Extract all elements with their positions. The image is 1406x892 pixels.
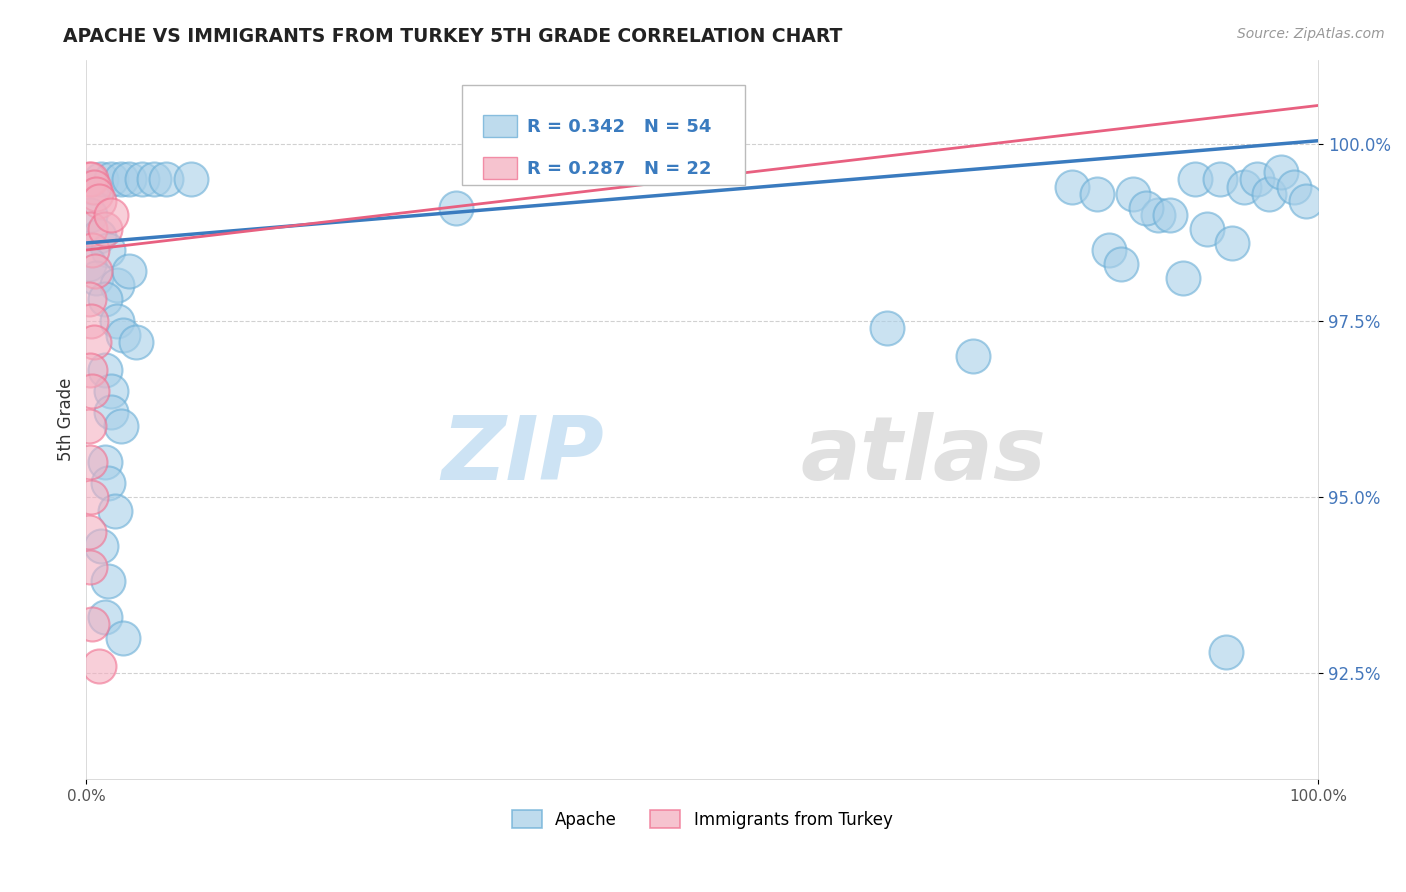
Point bbox=[112, 327, 135, 342]
Point bbox=[1085, 186, 1108, 201]
Point bbox=[143, 172, 166, 186]
Point bbox=[84, 186, 107, 201]
Point bbox=[79, 363, 101, 377]
Text: atlas: atlas bbox=[801, 412, 1046, 499]
Point bbox=[84, 264, 107, 278]
Text: APACHE VS IMMIGRANTS FROM TURKEY 5TH GRADE CORRELATION CHART: APACHE VS IMMIGRANTS FROM TURKEY 5TH GRA… bbox=[63, 27, 842, 45]
Point bbox=[87, 228, 110, 243]
Point bbox=[100, 405, 122, 419]
Point bbox=[79, 222, 101, 236]
Legend: Apache, Immigrants from Turkey: Apache, Immigrants from Turkey bbox=[505, 804, 900, 835]
Point bbox=[962, 349, 984, 363]
Point bbox=[100, 208, 122, 222]
Point bbox=[94, 454, 117, 468]
Text: R = 0.342   N = 54: R = 0.342 N = 54 bbox=[527, 119, 711, 136]
Point bbox=[100, 172, 122, 186]
Point bbox=[180, 172, 202, 186]
Point bbox=[1171, 271, 1194, 285]
Point bbox=[77, 293, 100, 307]
Point bbox=[1060, 179, 1083, 194]
Point bbox=[1295, 194, 1317, 208]
Point bbox=[131, 172, 153, 186]
Point bbox=[90, 172, 112, 186]
Point bbox=[80, 172, 103, 186]
Point bbox=[1220, 235, 1243, 250]
Point bbox=[77, 525, 100, 540]
Point bbox=[1135, 201, 1157, 215]
Point bbox=[1258, 186, 1281, 201]
Point bbox=[444, 201, 467, 215]
Point bbox=[79, 208, 101, 222]
Point bbox=[1109, 257, 1132, 271]
Point bbox=[1098, 243, 1121, 257]
Point bbox=[97, 243, 120, 257]
Point bbox=[82, 179, 104, 194]
Point bbox=[105, 313, 128, 327]
Point bbox=[82, 616, 104, 631]
Point bbox=[1282, 179, 1305, 194]
Point bbox=[82, 384, 104, 398]
Point bbox=[80, 490, 103, 504]
Point bbox=[1159, 208, 1181, 222]
Point bbox=[79, 560, 101, 574]
Point bbox=[87, 194, 110, 208]
Bar bbox=[484, 157, 517, 178]
Point bbox=[94, 363, 117, 377]
Point bbox=[1246, 172, 1268, 186]
Point bbox=[100, 384, 122, 398]
Point bbox=[1215, 645, 1237, 659]
Text: R = 0.287   N = 22: R = 0.287 N = 22 bbox=[527, 161, 711, 178]
Point bbox=[94, 222, 117, 236]
Bar bbox=[484, 115, 517, 136]
FancyBboxPatch shape bbox=[463, 85, 745, 186]
Point bbox=[97, 574, 120, 589]
Point bbox=[94, 293, 117, 307]
Point bbox=[1122, 186, 1144, 201]
Point bbox=[105, 278, 128, 293]
Point bbox=[876, 320, 898, 334]
Point bbox=[97, 475, 120, 490]
Point bbox=[83, 179, 105, 194]
Point bbox=[1184, 172, 1206, 186]
Point bbox=[94, 609, 117, 624]
Point bbox=[118, 172, 141, 186]
Point bbox=[83, 334, 105, 349]
Point bbox=[1147, 208, 1170, 222]
Point bbox=[104, 504, 127, 518]
Y-axis label: 5th Grade: 5th Grade bbox=[58, 377, 75, 461]
Point bbox=[118, 264, 141, 278]
Point bbox=[79, 454, 101, 468]
Point bbox=[112, 631, 135, 645]
Point bbox=[1197, 222, 1219, 236]
Point bbox=[1270, 165, 1292, 179]
Point bbox=[124, 334, 146, 349]
Point bbox=[1233, 179, 1256, 194]
Point bbox=[77, 257, 100, 271]
Point bbox=[84, 271, 107, 285]
Point bbox=[110, 172, 132, 186]
Point bbox=[77, 419, 100, 434]
Point bbox=[82, 243, 104, 257]
Text: ZIP: ZIP bbox=[441, 412, 603, 499]
Point bbox=[110, 419, 132, 434]
Text: Source: ZipAtlas.com: Source: ZipAtlas.com bbox=[1237, 27, 1385, 41]
Point bbox=[77, 172, 100, 186]
Point bbox=[80, 313, 103, 327]
Point bbox=[90, 539, 112, 553]
Point bbox=[87, 659, 110, 673]
Point bbox=[155, 172, 177, 186]
Point bbox=[1209, 172, 1232, 186]
